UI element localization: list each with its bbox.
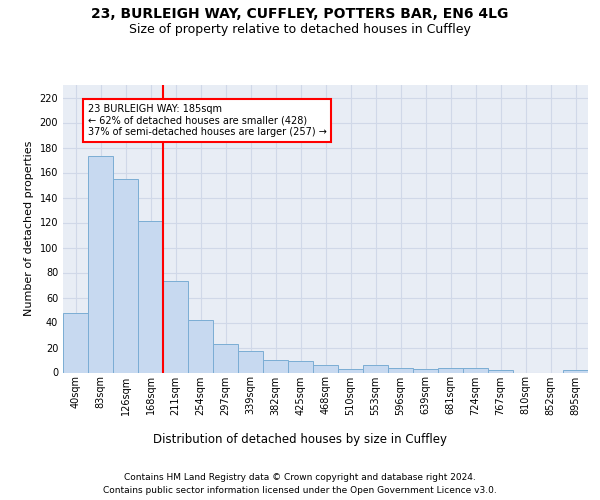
Y-axis label: Number of detached properties: Number of detached properties [24,141,34,316]
Bar [438,368,463,372]
Text: 23, BURLEIGH WAY, CUFFLEY, POTTERS BAR, EN6 4LG: 23, BURLEIGH WAY, CUFFLEY, POTTERS BAR, … [91,8,509,22]
Bar [563,370,588,372]
Bar [163,281,188,372]
Text: Distribution of detached houses by size in Cuffley: Distribution of detached houses by size … [153,432,447,446]
Bar [488,370,513,372]
Bar [313,365,338,372]
Bar [413,369,438,372]
Bar [463,368,488,372]
Bar [388,368,413,372]
Text: Size of property relative to detached houses in Cuffley: Size of property relative to detached ho… [129,22,471,36]
Bar [338,369,363,372]
Bar [88,156,113,372]
Bar [188,320,213,372]
Bar [238,351,263,372]
Bar [138,221,163,372]
Bar [113,179,138,372]
Text: Contains public sector information licensed under the Open Government Licence v3: Contains public sector information licen… [103,486,497,495]
Bar [263,360,288,372]
Bar [288,361,313,372]
Bar [63,312,88,372]
Text: 23 BURLEIGH WAY: 185sqm
← 62% of detached houses are smaller (428)
37% of semi-d: 23 BURLEIGH WAY: 185sqm ← 62% of detache… [88,104,326,137]
Bar [363,365,388,372]
Bar [213,344,238,372]
Text: Contains HM Land Registry data © Crown copyright and database right 2024.: Contains HM Land Registry data © Crown c… [124,472,476,482]
